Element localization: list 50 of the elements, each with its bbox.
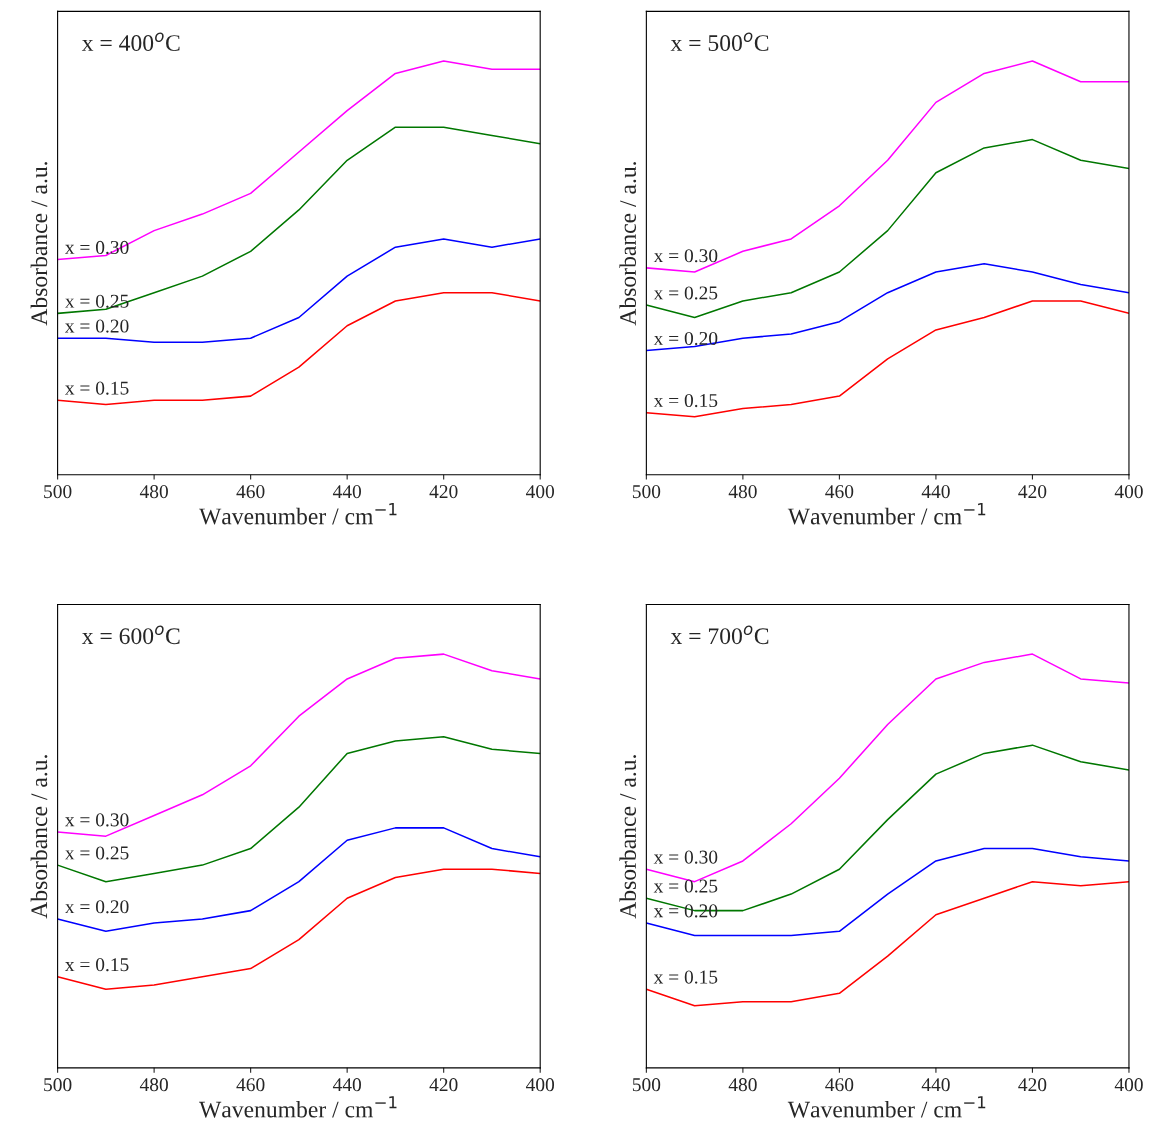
- x-tick-label: 480: [139, 485, 168, 499]
- series-label: x = 0.15: [653, 393, 718, 408]
- x-tick-label: 420: [429, 1078, 458, 1092]
- x-tick-label: 460: [825, 1078, 854, 1092]
- x-tick-label: 480: [139, 1078, 168, 1092]
- x-tick-label: 500: [44, 1078, 72, 1092]
- series-label: x = 0.15: [65, 381, 129, 395]
- series-label: x = 0.30: [653, 249, 718, 263]
- series-label: x = 0.30: [653, 850, 718, 864]
- x-tick-label: 500: [632, 1078, 661, 1092]
- x-tick-label: 480: [728, 485, 757, 499]
- chart-title: x = 500$^{o}$C: [670, 32, 769, 52]
- x-tick-label: 420: [1018, 485, 1047, 499]
- series-label: x = 0.30: [65, 813, 129, 827]
- x-tick-label: 420: [1018, 1078, 1047, 1092]
- x-axis-title: Wavenumber / cm$^{−1}$: [199, 1096, 397, 1118]
- x-tick-label: 440: [332, 1078, 361, 1092]
- x-tick-label: 460: [236, 485, 265, 499]
- x-tick-label: 400: [525, 485, 555, 499]
- x-tick-label: 420: [429, 485, 458, 499]
- series-label: x = 0.20: [65, 319, 129, 333]
- x-axis-title: Wavenumber / cm$^{−1}$: [199, 503, 397, 525]
- x-tick-label: 460: [825, 485, 854, 499]
- x-axis-title: Wavenumber / cm$^{−1}$: [787, 1096, 986, 1118]
- x-tick-label: 400: [1114, 485, 1143, 499]
- series-label: x = 0.20: [653, 331, 718, 346]
- series-label: x = 0.15: [653, 970, 718, 984]
- x-tick-label: 460: [236, 1078, 265, 1092]
- series-label: x = 0.25: [65, 846, 129, 860]
- y-axis-title: Absorbance / a.u.: [619, 755, 637, 919]
- series-label: x = 0.15: [65, 958, 129, 972]
- x-tick-label: 500: [632, 485, 661, 499]
- series-label: x = 0.20: [65, 900, 129, 914]
- x-tick-label: 500: [44, 485, 72, 499]
- y-axis-title: Absorbance / a.u.: [30, 755, 48, 919]
- series-label: x = 0.25: [653, 286, 718, 300]
- y-axis-title: Absorbance / a.u.: [619, 161, 637, 326]
- x-tick-label: 440: [921, 485, 950, 499]
- x-tick-label: 400: [1114, 1078, 1143, 1092]
- chart-title: x = 400$^{o}$C: [81, 32, 180, 52]
- chart-title: x = 700$^{o}$C: [670, 625, 769, 645]
- x-tick-label: 440: [921, 1078, 950, 1092]
- y-axis-title: Absorbance / a.u.: [30, 161, 48, 326]
- series-label: x = 0.25: [653, 879, 718, 893]
- series-label: x = 0.25: [65, 294, 129, 308]
- chart-title: x = 600$^{o}$C: [81, 625, 180, 645]
- x-tick-label: 400: [525, 1078, 555, 1092]
- x-tick-label: 480: [728, 1078, 757, 1092]
- x-tick-label: 440: [332, 485, 361, 499]
- x-axis-title: Wavenumber / cm$^{−1}$: [787, 503, 986, 525]
